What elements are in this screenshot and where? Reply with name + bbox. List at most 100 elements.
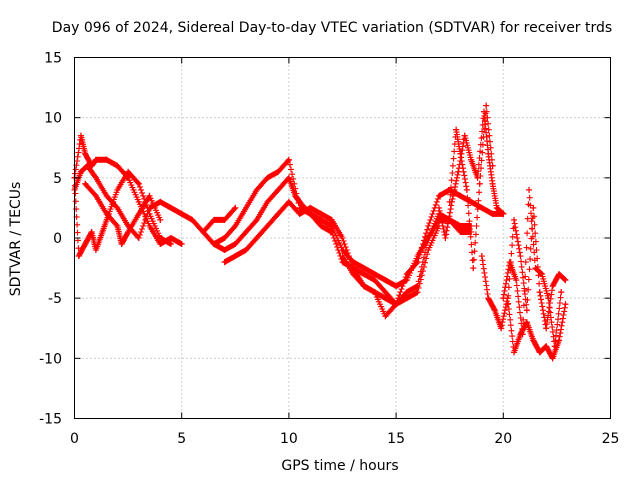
data-point: [468, 198, 475, 205]
data-point: [275, 210, 282, 217]
data-point: [371, 277, 378, 284]
axes: 0 5 10 15 20 25 -15 -10 -5 0 5 10 15: [39, 51, 619, 448]
data-point: [536, 349, 543, 356]
data-point: [538, 271, 545, 278]
data-point: [146, 222, 153, 229]
x-tick-label: 25: [602, 431, 620, 447]
data-point: [517, 253, 524, 260]
data-point: [221, 259, 228, 266]
data-point: [92, 156, 99, 163]
series-track-6: [210, 174, 475, 290]
data-point: [318, 222, 325, 229]
data-point: [135, 180, 142, 187]
data-point: [562, 277, 569, 284]
data-point: [371, 289, 378, 296]
data-point: [455, 168, 462, 175]
data-point: [285, 174, 292, 181]
data-point: [435, 192, 442, 199]
data-point: [543, 325, 550, 332]
data-point: [307, 204, 314, 211]
y-tick-label: -5: [48, 291, 62, 307]
data-point: [360, 265, 367, 272]
data-point: [253, 235, 260, 241]
series-track-11: [478, 253, 569, 362]
y-tick-label: 5: [53, 171, 62, 187]
data-point: [457, 150, 464, 157]
data-point: [232, 222, 239, 229]
data-point: [382, 289, 389, 296]
x-tick-label: 0: [70, 431, 79, 447]
data-point: [500, 210, 507, 217]
series-track-1: [71, 162, 239, 241]
data-point: [478, 253, 485, 260]
data-point: [318, 216, 325, 223]
data-point: [382, 313, 389, 320]
data-point: [210, 241, 217, 248]
data-point: [285, 156, 292, 163]
data-point: [99, 228, 106, 235]
data-point: [296, 204, 303, 211]
data-point: [307, 210, 314, 217]
data-point: [82, 180, 89, 187]
data-point: [135, 210, 142, 217]
data-point: [178, 210, 185, 217]
y-axis-label: SDTVAR / TECUs: [8, 182, 24, 297]
y-tick-label: -10: [39, 351, 62, 367]
series-track-9: [435, 108, 507, 241]
data-point: [243, 228, 250, 235]
data-point: [88, 162, 95, 169]
data-point: [403, 289, 410, 296]
data-point: [264, 222, 271, 229]
data-point: [339, 253, 346, 260]
data-point: [513, 277, 520, 284]
data-point: [77, 132, 84, 139]
data-point: [360, 283, 367, 290]
data-point: [88, 228, 95, 235]
data-point: [285, 198, 292, 205]
data-point: [264, 174, 271, 181]
data-point: [135, 235, 142, 241]
data-point: [275, 186, 282, 193]
data-point: [523, 307, 530, 314]
chart-title: Day 096 of 2024, Sidereal Day-to-day VTE…: [52, 20, 612, 36]
data-point: [558, 289, 565, 296]
data-point: [403, 295, 410, 302]
data-point: [114, 162, 121, 169]
series-track-10: [446, 102, 496, 272]
data-point: [446, 198, 453, 205]
data-point: [478, 204, 485, 211]
data-point: [296, 198, 303, 205]
data-point: [114, 186, 121, 193]
data-point: [549, 355, 556, 362]
data-point: [556, 271, 563, 278]
data-point: [292, 192, 299, 199]
data-point: [491, 307, 498, 314]
y-tick-label: 0: [53, 231, 62, 247]
data-point: [489, 210, 496, 217]
data-point: [504, 301, 511, 308]
data-point: [103, 210, 110, 217]
data-point: [318, 210, 325, 217]
data-point: [200, 228, 207, 235]
data-point: [135, 198, 142, 205]
data-point: [526, 186, 533, 193]
data-point: [530, 204, 537, 211]
data-point: [425, 235, 432, 241]
series-track-4: [82, 180, 164, 248]
data-point: [167, 235, 174, 241]
data-point: [549, 283, 556, 290]
data-point: [530, 337, 537, 344]
data-point: [414, 253, 421, 260]
data-point: [489, 180, 496, 187]
data-point: [75, 253, 82, 260]
data-point: [393, 283, 400, 290]
data-point: [519, 331, 526, 338]
data-point: [536, 289, 543, 296]
data-point: [493, 204, 500, 211]
y-tick-label: 15: [44, 51, 62, 67]
data-point: [146, 210, 153, 217]
data-point: [157, 235, 164, 241]
data-point: [253, 186, 260, 193]
series-track-13: [504, 204, 569, 332]
